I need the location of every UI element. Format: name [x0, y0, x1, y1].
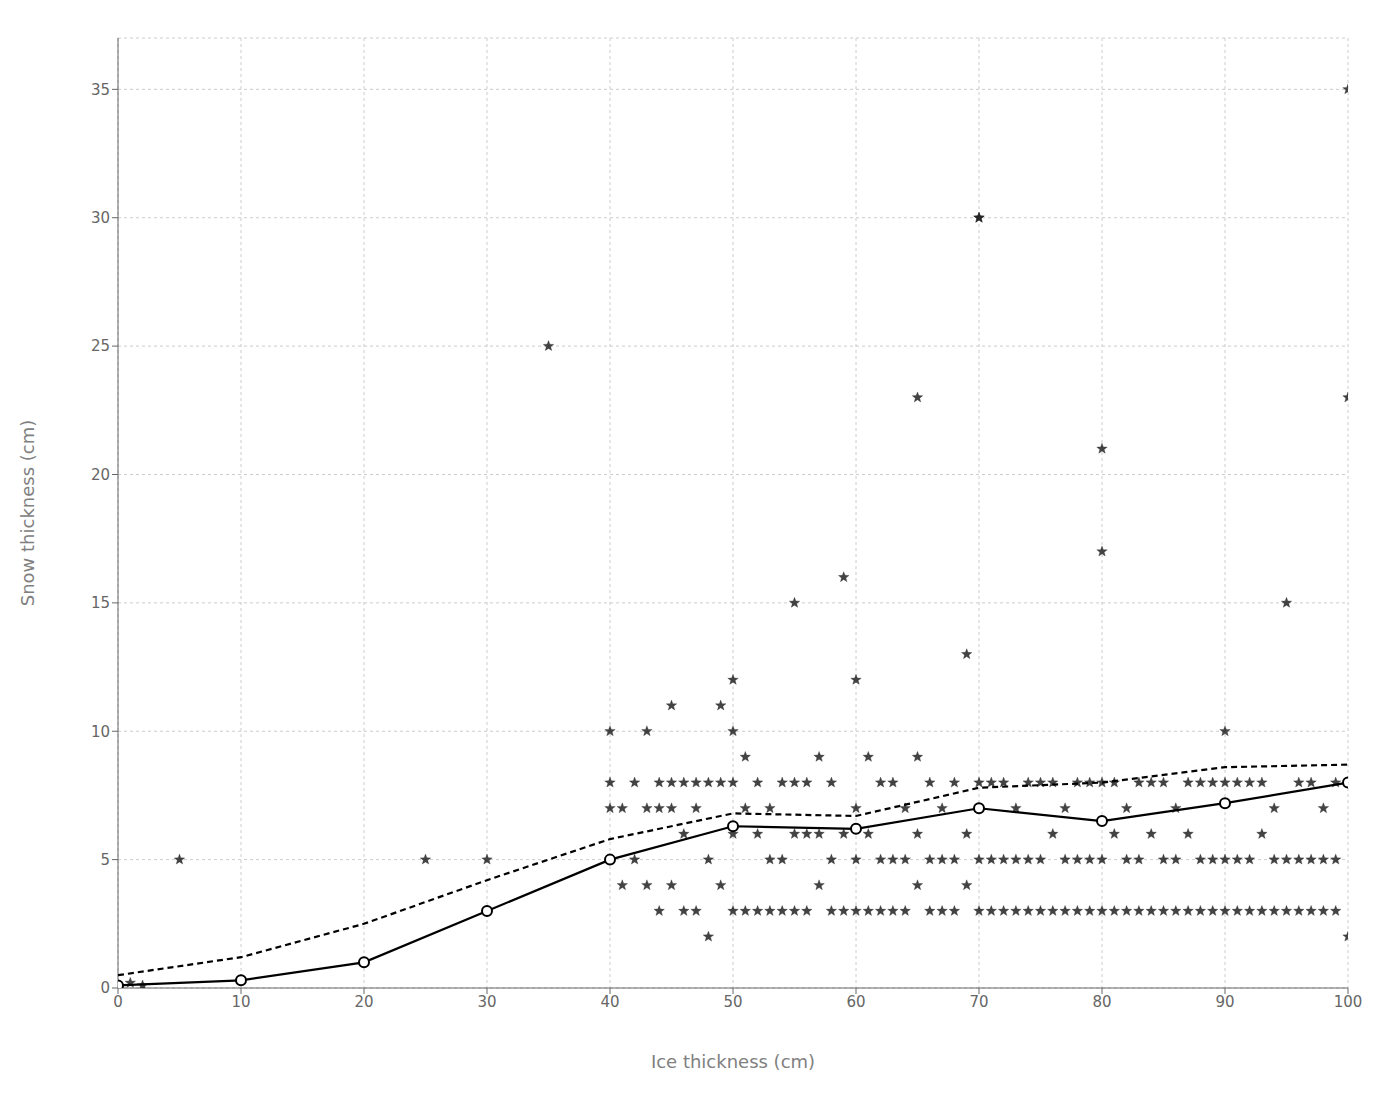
svg-text:10: 10	[231, 993, 250, 1011]
svg-text:25: 25	[91, 337, 110, 355]
svg-text:15: 15	[91, 594, 110, 612]
svg-text:70: 70	[969, 993, 988, 1011]
svg-text:20: 20	[354, 993, 373, 1011]
svg-text:30: 30	[477, 993, 496, 1011]
svg-text:0: 0	[100, 979, 110, 997]
svg-text:80: 80	[1092, 993, 1111, 1011]
svg-text:60: 60	[846, 993, 865, 1011]
svg-text:50: 50	[723, 993, 742, 1011]
svg-text:30: 30	[91, 209, 110, 227]
svg-text:35: 35	[91, 81, 110, 99]
svg-text:0: 0	[113, 993, 123, 1011]
svg-text:100: 100	[1334, 993, 1363, 1011]
svg-text:20: 20	[91, 466, 110, 484]
svg-text:10: 10	[91, 723, 110, 741]
svg-text:Snow thickness (cm): Snow thickness (cm)	[17, 420, 38, 607]
svg-text:90: 90	[1215, 993, 1234, 1011]
svg-text:Ice thickness (cm): Ice thickness (cm)	[651, 1051, 815, 1072]
svg-text:5: 5	[100, 851, 110, 869]
svg-text:40: 40	[600, 993, 619, 1011]
